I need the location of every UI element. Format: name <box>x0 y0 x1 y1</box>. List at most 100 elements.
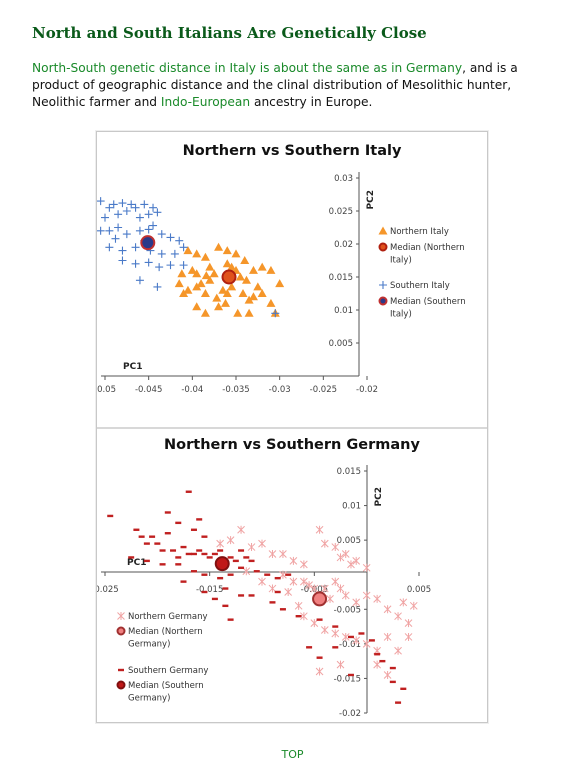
southern-germany-point <box>170 549 177 552</box>
northern-italy-point <box>183 285 193 294</box>
x-tick-label: -0.05 <box>97 385 116 395</box>
northern-germany-point <box>383 670 392 679</box>
northern-italy-point <box>187 265 197 274</box>
southern-italy-point <box>140 200 149 209</box>
southern-germany-point <box>143 542 150 545</box>
southern-germany-point <box>180 580 187 583</box>
legend-marker <box>117 612 125 620</box>
legend-item: Median (Northern Germany) <box>116 626 203 650</box>
northern-germany-point <box>336 660 345 669</box>
northern-germany-point <box>216 539 224 548</box>
southern-germany-point <box>238 594 245 597</box>
y-tick-label: 0.03 <box>334 174 353 184</box>
northern-italy-point <box>244 308 254 317</box>
southern-italy-point <box>114 210 123 219</box>
x-tick-label: -0.025 <box>97 585 119 595</box>
northern-germany-point <box>320 626 329 635</box>
legend-label: Southern Italy <box>390 281 450 291</box>
southern-italy-point <box>131 259 140 268</box>
pca-figure: Northern vs Southern Italy -0.05 -0.045 -0.… <box>91 131 488 723</box>
pca-figure-svg: Northern vs Southern Italy -0.05 -0.045 -0.… <box>91 143 487 719</box>
southern-italy-point <box>153 282 162 291</box>
y-axis-title: PC2 <box>366 190 376 209</box>
southern-germany-point <box>358 632 365 635</box>
legend-label: Northern Germany <box>128 612 208 622</box>
legend-label: Median (Southern Germany) <box>128 681 204 704</box>
northern-germany-point <box>404 632 413 641</box>
northern-germany-point <box>320 539 329 548</box>
median-northern-germany-point <box>312 591 328 607</box>
northern-germany-point <box>315 667 324 676</box>
indo-european-link[interactable]: Indo-European <box>160 95 251 109</box>
southern-germany-point <box>285 573 292 576</box>
southern-italy-point <box>101 213 109 222</box>
southern-germany-point <box>206 556 213 559</box>
southern-germany-point <box>222 587 229 590</box>
southern-italy-point <box>127 200 136 209</box>
northern-italy-point <box>192 249 202 258</box>
northern-germany-point <box>326 594 334 603</box>
southern-germany-point <box>128 556 135 559</box>
northern-germany-point <box>315 525 324 534</box>
southern-italy-point <box>175 236 184 245</box>
southern-germany-point <box>159 549 166 552</box>
southern-germany-point <box>238 566 245 569</box>
northern-italy-point <box>241 275 251 284</box>
y-tick-label: 0.025 <box>329 207 353 217</box>
southern-germany-point <box>379 659 386 663</box>
northern-germany-point <box>352 598 361 607</box>
northern-italy-point <box>257 289 267 297</box>
southern-germany-point <box>196 518 203 521</box>
legend-marker <box>378 226 388 235</box>
southern-italy-point <box>105 203 114 212</box>
x-tick-label: -0.02 <box>356 385 378 395</box>
northern-germany-point <box>331 577 340 586</box>
legend-item: Northern Italy <box>378 226 449 237</box>
x-axis-title: PC1 <box>127 558 146 568</box>
southern-germany-point <box>368 639 375 642</box>
northern-germany-point <box>279 549 287 558</box>
southern-italy-point <box>155 263 164 272</box>
southern-germany-point <box>190 552 197 556</box>
southern-germany-point <box>238 549 245 552</box>
southern-germany-point <box>295 615 302 618</box>
southern-italy-point <box>118 256 127 265</box>
northern-italy-point <box>266 298 276 307</box>
southern-italy-point <box>271 309 280 318</box>
southern-germany-point <box>248 559 255 563</box>
y-tick-label: 0.01 <box>334 306 353 316</box>
southern-germany-point <box>211 552 218 556</box>
northern-germany-point <box>373 594 381 603</box>
northern-italy-point <box>221 298 231 307</box>
y-tick-label: 0.02 <box>334 240 353 250</box>
northern-germany-point <box>289 556 298 565</box>
southern-germany-point <box>196 549 203 552</box>
southern-italy-point <box>144 258 153 267</box>
southern-germany-point <box>217 549 224 552</box>
southern-germany-point <box>227 556 234 559</box>
southern-germany-point <box>227 573 234 576</box>
southern-germany-point <box>164 511 171 514</box>
southern-italy-point <box>135 276 144 285</box>
x-tick-label: -0.035 <box>222 385 249 395</box>
southern-germany-point <box>253 570 260 573</box>
genetic-distance-link[interactable]: North-South genetic distance in Italy is… <box>32 61 463 75</box>
page-heading: North and South Italians Are Genetically… <box>32 24 427 42</box>
legend-item: Median (Southern Italy) <box>378 296 466 320</box>
median-northern-italy-point <box>221 269 237 285</box>
y-axis-title: PC2 <box>374 487 384 506</box>
top-link[interactable]: TOP <box>281 748 304 761</box>
northern-germany-point <box>320 584 329 593</box>
northern-germany-point <box>226 536 235 545</box>
y-tick-label: -0.005 <box>334 605 361 615</box>
northern-germany-point <box>362 591 371 600</box>
southern-germany-point <box>190 528 197 531</box>
northern-germany-point <box>341 549 350 558</box>
southern-italy-point <box>166 233 175 242</box>
northern-germany-point <box>305 581 313 590</box>
x-tick-label: -0.015 <box>196 585 223 595</box>
southern-italy-point <box>179 243 188 252</box>
northern-germany-point <box>331 629 340 638</box>
southern-germany-point <box>159 563 166 566</box>
northern-germany-series <box>216 525 418 679</box>
